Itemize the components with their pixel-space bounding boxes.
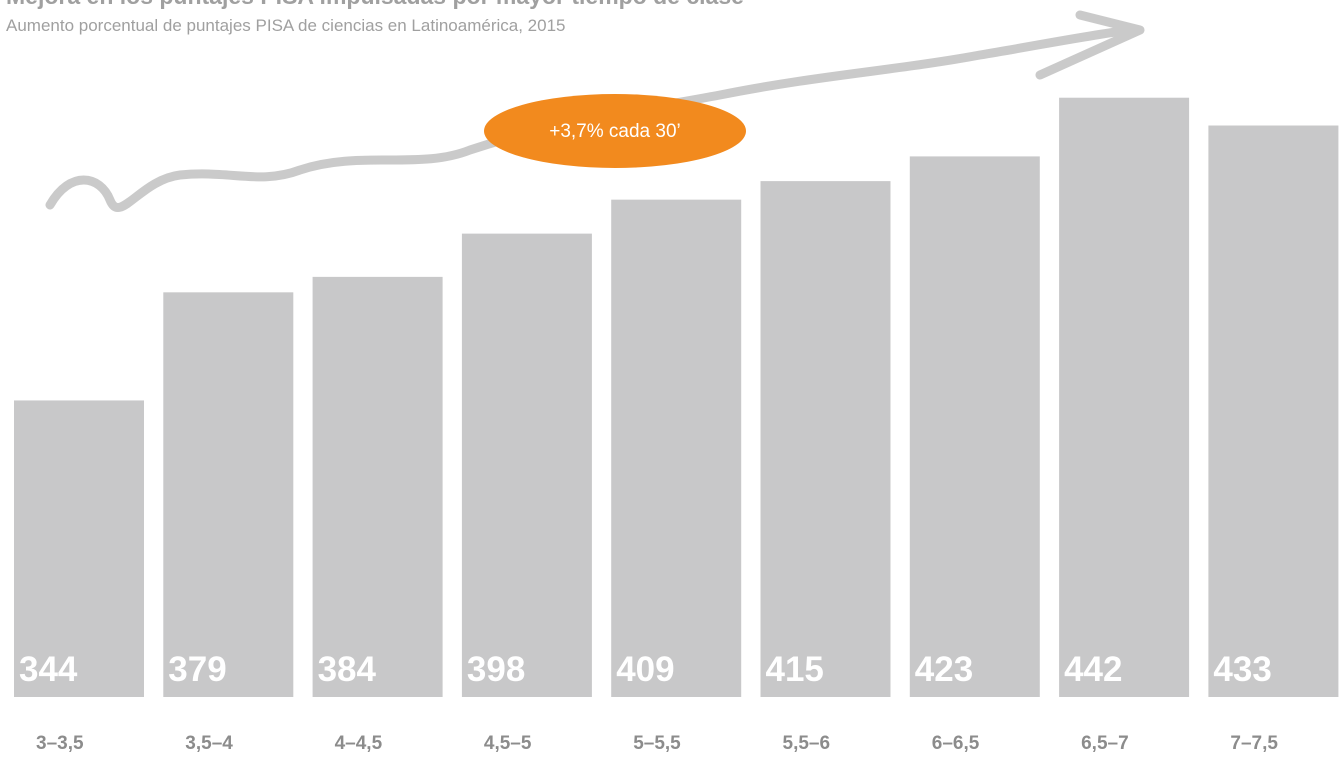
x-tick-label: 6,5–7 xyxy=(1081,733,1129,754)
value-label: 344 xyxy=(19,650,78,689)
value-label: 442 xyxy=(1064,650,1122,689)
x-tick-label: 3–3,5 xyxy=(36,733,84,754)
x-tick-label: 7–7,5 xyxy=(1230,733,1278,754)
bar xyxy=(312,276,443,697)
bar xyxy=(461,233,592,697)
x-tick-label: 4–4,5 xyxy=(335,733,383,754)
annotation-bubble xyxy=(484,94,746,168)
x-tick-label: 4,5–5 xyxy=(484,733,532,754)
x-tick-label: 6–6,5 xyxy=(932,733,980,754)
x-tick-label: 5,5–6 xyxy=(783,733,831,754)
bar xyxy=(760,181,891,698)
bar xyxy=(909,156,1040,697)
bar xyxy=(1059,97,1190,697)
bar xyxy=(14,400,144,697)
value-label: 384 xyxy=(318,650,377,689)
value-label: 433 xyxy=(1213,650,1271,689)
trend-arrow xyxy=(45,10,1145,212)
value-label: 379 xyxy=(168,650,226,689)
bars xyxy=(14,97,1339,698)
value-label: 423 xyxy=(915,650,973,689)
annotation: +3,7% cada 30’ xyxy=(549,121,681,142)
bar xyxy=(1208,125,1339,698)
x-tick-label: 3,5–4 xyxy=(185,733,233,754)
value-label: 398 xyxy=(467,650,525,689)
chart-subtitle: Aumento porcentual de puntajes PISA de c… xyxy=(6,16,565,35)
x-tick-label: 5–5,5 xyxy=(633,733,681,754)
value-label: 409 xyxy=(616,650,674,689)
chart-title: Mejora en los puntajes PISA impulsadas p… xyxy=(6,0,744,9)
bar xyxy=(163,292,294,697)
bar xyxy=(611,199,742,697)
value-label: 415 xyxy=(766,650,824,689)
